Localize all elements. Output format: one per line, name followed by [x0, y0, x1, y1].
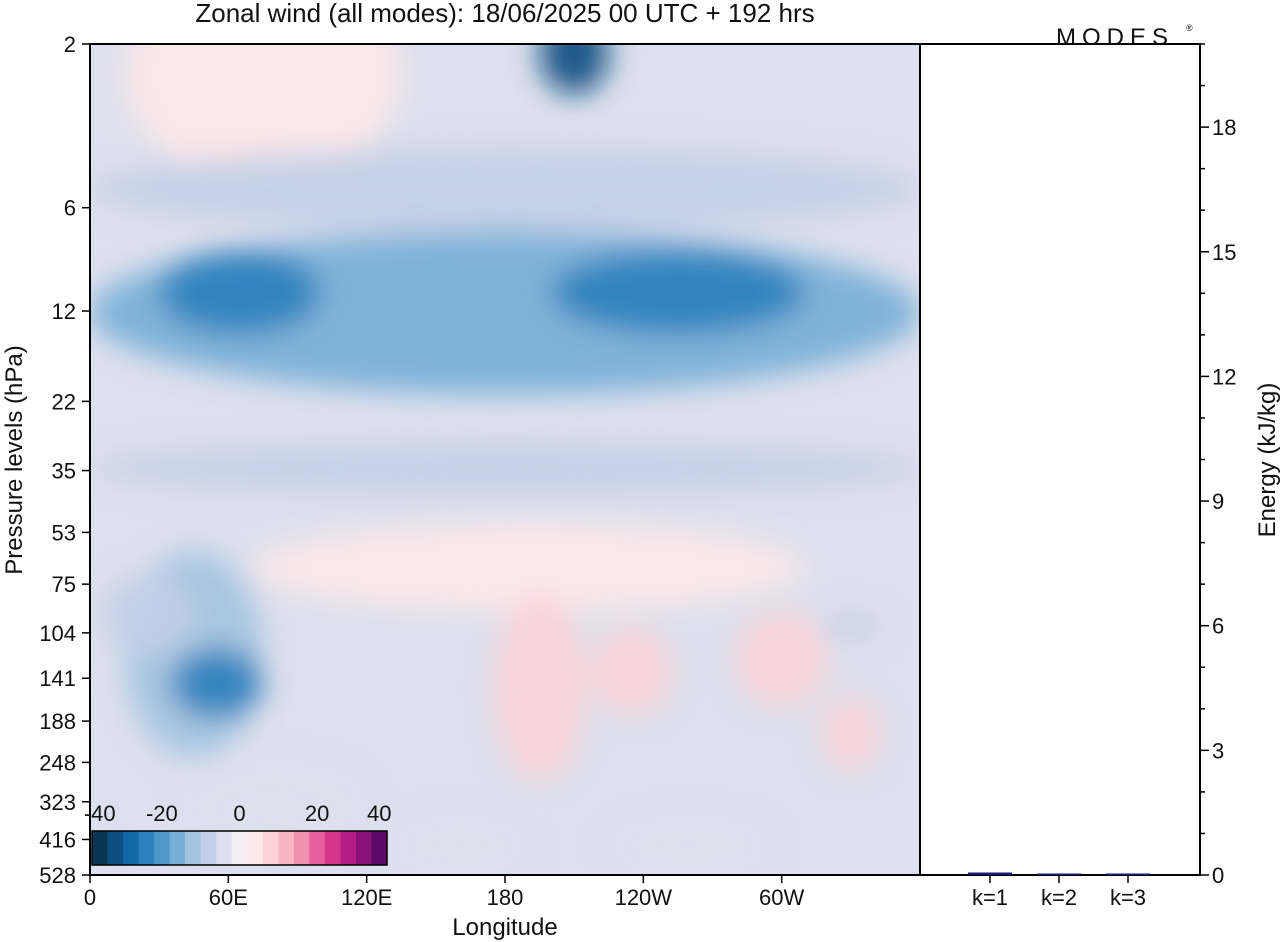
colorbar-swatch: [185, 831, 202, 865]
colorbar-swatch: [247, 831, 264, 865]
energy-category-label: k=2: [1041, 885, 1077, 910]
wind-contour-region: [101, 573, 194, 655]
wind-contour-region: [389, 819, 529, 872]
energy-tick-label: 9: [1212, 489, 1224, 514]
colorbar-swatch: [355, 831, 372, 865]
wind-contour-regions: [90, 44, 920, 872]
colorbar-swatch: [92, 831, 109, 865]
colorbar-tick-label: 20: [305, 801, 329, 826]
energy-bar: [1106, 873, 1150, 875]
y-tick-label: 12: [52, 299, 76, 324]
wind-contour-region: [608, 819, 771, 872]
colorbar-tick-label: 40: [367, 801, 391, 826]
colorbar: -40 -20 0 20 40: [84, 801, 391, 866]
colorbar-swatch: [200, 831, 217, 865]
colorbar-frame: [91, 830, 388, 866]
energy-axis-label: Energy (kJ/kg): [1254, 383, 1280, 538]
energy-tick-label: 15: [1212, 240, 1236, 265]
colorbar-swatch: [262, 831, 279, 865]
x-tick-label: 120E: [341, 885, 392, 910]
x-axis: 0 60E 120E 180 120W 60W: [84, 875, 805, 910]
y-tick-label: 141: [39, 666, 76, 691]
x-axis-label: Longitude: [452, 914, 557, 941]
energy-y-axis: 0 3 6 9 12 15 18: [1200, 43, 1236, 888]
y-tick-label: 528: [39, 863, 76, 888]
y-tick-label: 416: [39, 827, 76, 852]
colorbar-swatch: [216, 831, 233, 865]
energy-panel-frame: [919, 43, 1201, 876]
wind-contour-region: [591, 627, 673, 715]
x-tick-label: 60W: [759, 885, 804, 910]
colorbar-swatch: [371, 831, 388, 865]
y-tick-label: 53: [52, 520, 76, 545]
energy-category-label: k=3: [1110, 885, 1146, 910]
wind-contour-map: [90, 44, 920, 875]
y-tick-label: 75: [52, 572, 76, 597]
wind-contour-region: [735, 611, 828, 707]
colorbar-swatch: [293, 831, 310, 865]
y-tick-label: 22: [52, 389, 76, 414]
colorbar-swatch: [324, 831, 341, 865]
x-tick-label: 60E: [209, 885, 248, 910]
energy-bar: [968, 872, 1012, 875]
y-axis-label: Pressure levels (hPa): [1, 345, 28, 574]
wind-contour-region: [90, 147, 920, 231]
colorbar-tick-label: -20: [146, 801, 178, 826]
chart-title: Zonal wind (all modes): 18/06/2025 00 UT…: [195, 0, 814, 28]
wind-contour-region: [124, 44, 402, 181]
colorbar-swatch: [123, 831, 140, 865]
energy-tick-label: 12: [1212, 364, 1236, 389]
colorbar-tick-label: 0: [233, 801, 245, 826]
energy-tick-label: 0: [1212, 863, 1224, 888]
energy-tick-label: 6: [1212, 614, 1224, 639]
y-tick-label: 188: [39, 709, 76, 734]
colorbar-swatch: [154, 831, 171, 865]
energy-category-label: k=1: [972, 885, 1008, 910]
energy-tick-label: 3: [1212, 738, 1224, 763]
y-tick-label: 2: [64, 32, 76, 57]
y-tick-label: 323: [39, 790, 76, 815]
x-tick-label: 120W: [615, 885, 673, 910]
wind-contour-region: [539, 44, 609, 95]
y-tick-label: 104: [39, 621, 76, 646]
colorbar-tick-label: -40: [84, 801, 116, 826]
wind-contour-region: [251, 523, 805, 612]
y-axis: 2 6 12 22 35 53 75 104 141 188 248 323 416 528: [39, 32, 90, 888]
y-tick-label: 6: [64, 196, 76, 221]
wind-contour-region: [90, 442, 920, 495]
colorbar-swatch: [340, 831, 357, 865]
wind-contour-region: [159, 250, 321, 335]
energy-x-axis: k=1 k=2 k=3: [972, 875, 1146, 910]
wind-contour-region: [182, 763, 367, 852]
colorbar-swatch: [278, 831, 295, 865]
energy-tick-label: 18: [1212, 115, 1236, 140]
colorbar-swatch: [169, 831, 186, 865]
energy-bar: [1037, 873, 1081, 875]
x-tick-label: 0: [84, 885, 96, 910]
wind-contour-region: [822, 697, 880, 770]
colorbar-swatch: [231, 831, 248, 865]
x-tick-label: 180: [487, 885, 524, 910]
wind-contour-region: [551, 250, 805, 335]
logo-registered-mark: ®: [1186, 23, 1193, 33]
colorbar-swatch: [107, 831, 124, 865]
colorbar-swatch: [309, 831, 326, 865]
y-tick-label: 35: [52, 459, 76, 484]
wind-contour-region: [822, 614, 880, 639]
wind-contour-region: [170, 647, 263, 719]
energy-bars: [968, 872, 1150, 875]
wind-contour-region: [493, 593, 586, 781]
colorbar-swatch: [138, 831, 155, 865]
y-tick-label: 248: [39, 750, 76, 775]
